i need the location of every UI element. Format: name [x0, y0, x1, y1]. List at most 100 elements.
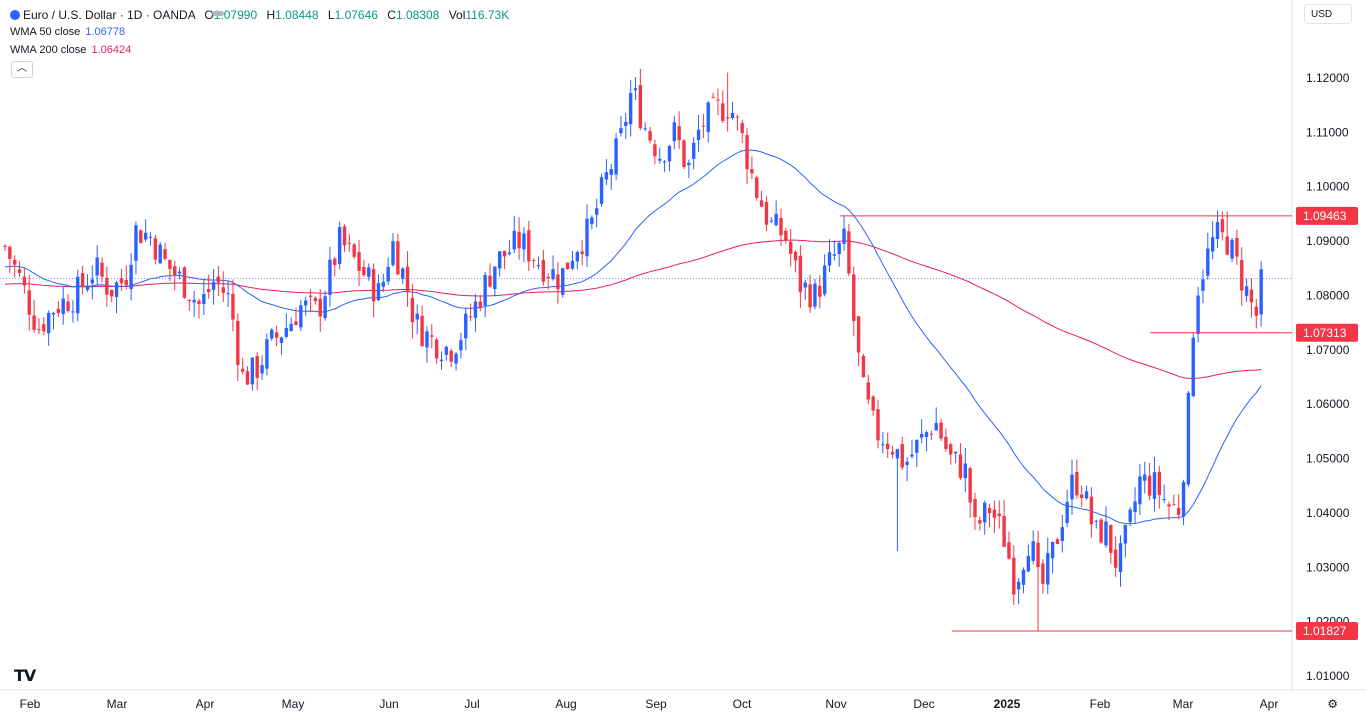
candle-body: [105, 277, 109, 295]
chevron-up-icon[interactable]: ︿: [11, 61, 33, 78]
candle-body: [1177, 507, 1181, 515]
candle-body: [958, 454, 963, 478]
candle-body: [1152, 472, 1157, 499]
candle-body: [915, 440, 919, 453]
candle-body: [129, 264, 133, 290]
candle-body: [478, 301, 482, 308]
candle-body: [789, 241, 793, 254]
candle-body: [595, 208, 599, 215]
candle-body: [425, 331, 429, 348]
x-tick-label: 2025: [994, 697, 1021, 711]
candle-body: [139, 230, 143, 244]
candle-body: [134, 225, 138, 261]
candle-body: [769, 220, 773, 222]
candle-body: [628, 92, 633, 125]
candle-body: [464, 313, 468, 339]
candle-body: [963, 463, 967, 479]
candle-body: [439, 359, 444, 362]
gear-icon[interactable]: ⚙: [1327, 697, 1338, 711]
x-tick-label: Mar: [107, 697, 128, 711]
candle-body: [842, 228, 846, 244]
candle-body: [1235, 237, 1239, 257]
candle-body: [250, 357, 255, 385]
visibility-icon[interactable]: [212, 11, 224, 16]
candle-body: [983, 502, 987, 523]
candle-body: [221, 287, 225, 294]
candle-body: [255, 355, 259, 378]
candle-body: [357, 252, 361, 271]
candle-body: [585, 218, 589, 257]
y-tick-label: 1.11000: [1306, 125, 1349, 139]
y-tick-label: 1.01000: [1306, 669, 1350, 683]
y-tick-label: 1.04000: [1306, 506, 1350, 520]
candle-body: [459, 340, 463, 351]
candle-body: [512, 230, 516, 250]
candle-body: [449, 350, 453, 362]
candle-body: [32, 315, 36, 330]
candle-body: [793, 251, 798, 261]
x-tick-label: Apr: [196, 697, 215, 711]
level-price-tag: [1296, 622, 1358, 641]
candle-body: [1084, 491, 1089, 499]
open-label: O: [204, 8, 214, 22]
candle-body: [270, 329, 274, 339]
x-tick-label: Apr: [1260, 697, 1279, 711]
candle-body: [347, 242, 352, 244]
close-label: C: [387, 8, 396, 22]
candle-body: [342, 226, 347, 246]
candle-body: [289, 323, 293, 332]
candle-body: [192, 299, 196, 303]
candle-body: [1191, 337, 1195, 397]
candle-body: [42, 324, 46, 332]
candle-body: [1041, 563, 1045, 584]
candle-body: [1118, 543, 1123, 573]
candle-body: [1026, 555, 1031, 572]
candle-body: [328, 259, 332, 295]
candle-body: [837, 242, 841, 254]
candle-body: [207, 288, 211, 292]
candle-body: [924, 432, 929, 437]
symbol-legend: Euro / U.S. Dollar · 1D · OANDA O1.07990…: [10, 8, 509, 22]
wma50-legend[interactable]: WMA 50 close 1.06778: [10, 26, 125, 38]
y-tick-label: 1.07000: [1306, 343, 1350, 357]
candle-body: [56, 308, 61, 314]
candle-body: [1080, 494, 1084, 498]
candle-body: [100, 262, 104, 277]
candle-body: [740, 122, 744, 134]
wma200-legend[interactable]: WMA 200 close 1.06424: [10, 44, 131, 56]
candle-body: [1201, 279, 1205, 291]
candle-body: [609, 169, 613, 175]
candle-body: [1196, 295, 1200, 334]
candle-body: [177, 271, 182, 274]
candle-body: [386, 266, 390, 282]
candle-body: [1089, 496, 1094, 525]
level-price-tag: [1296, 206, 1358, 225]
candle-body: [323, 296, 327, 319]
candle-body: [546, 276, 550, 278]
candle-body: [260, 365, 264, 374]
candle-body: [22, 276, 27, 286]
candle-body: [730, 112, 735, 119]
candle-body: [813, 283, 817, 307]
euro-flag-icon: [10, 10, 20, 20]
candle-body: [1240, 260, 1244, 291]
candle-body: [8, 246, 12, 259]
x-tick-label: Sep: [645, 697, 667, 711]
candle-body: [1123, 524, 1128, 544]
candle-body: [17, 269, 22, 274]
candle-body: [1099, 519, 1103, 543]
candle-body: [1002, 516, 1006, 547]
wma50-label: WMA 50 close: [10, 26, 81, 38]
currency-select[interactable]: USD: [1304, 4, 1352, 24]
candle-body: [483, 275, 487, 306]
candle-body: [949, 444, 953, 455]
candle-body: [876, 409, 880, 441]
candle-body: [1249, 289, 1254, 303]
symbol-title[interactable]: Euro / U.S. Dollar · 1D · OANDA: [23, 8, 196, 22]
candle-body: [1094, 520, 1098, 522]
candle-body: [886, 443, 890, 450]
candle-body: [784, 230, 788, 241]
candle-body: [1055, 539, 1060, 545]
candle-body: [158, 244, 162, 264]
